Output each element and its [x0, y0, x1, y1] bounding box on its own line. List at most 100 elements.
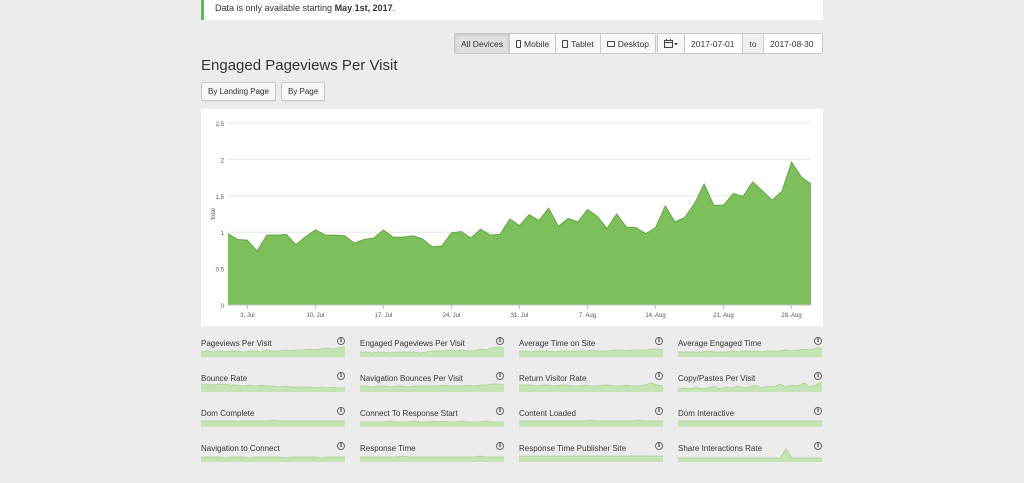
x-tick-label: 7. Aug	[579, 313, 596, 319]
metric-sparkline	[201, 419, 345, 427]
metric-card[interactable]: Engaged Pageviews Per Visit i	[360, 334, 504, 357]
metric-label: Content Loaded	[519, 409, 576, 418]
desktop-button[interactable]: Desktop	[601, 34, 655, 53]
calendar-button[interactable]	[657, 33, 685, 54]
sparkline-area	[519, 456, 663, 462]
sparkline-area	[201, 420, 345, 427]
device-filter-group: All Devices Mobile Tablet Desktop	[454, 33, 656, 54]
metric-card[interactable]: Return Visitor Rate i	[519, 369, 663, 392]
x-tick-label: 24. Jul	[443, 313, 461, 319]
y-tick-label: 2	[221, 158, 225, 164]
by-page-button[interactable]: By Page	[280, 82, 326, 101]
metric-label: Engaged Pageviews Per Visit	[360, 339, 465, 348]
main-chart: 0 0.5 1 1.5 2 2.5 3. Jul 10. Jul 17. Jul 24. Jul 3…	[201, 109, 823, 326]
main-chart-svg: 0 0.5 1 1.5 2 2.5 3. Jul 10. Jul 17. Jul 24. Jul 3…	[211, 122, 812, 319]
info-icon[interactable]: i	[496, 407, 504, 415]
info-icon[interactable]: i	[337, 442, 345, 450]
sparkline-area	[360, 347, 504, 357]
x-tick-label: 31. Jul	[511, 313, 529, 319]
sparkline-area	[678, 449, 822, 462]
info-icon[interactable]: i	[655, 442, 663, 450]
sparkline-line	[519, 382, 663, 387]
metric-card[interactable]: Response Time i	[360, 439, 504, 462]
view-mode-tabs: By Landing Page By Page	[201, 82, 326, 101]
metric-card[interactable]: Navigation Bounces Per Visit i	[360, 369, 504, 392]
metric-label: Connect To Response Start	[360, 409, 458, 418]
sparkline-area	[519, 420, 663, 427]
sparkline-area	[201, 347, 345, 357]
info-icon[interactable]: i	[655, 407, 663, 415]
x-tick-label: 28. Aug	[781, 313, 801, 319]
end-date-input[interactable]: 2017-08-30	[763, 33, 823, 54]
metric-card[interactable]: Pageviews Per Visit i	[201, 334, 345, 357]
page-title: Engaged Pageviews Per Visit	[201, 57, 398, 74]
sparkline-line	[360, 420, 504, 423]
sparkline-line	[201, 383, 345, 389]
metric-card[interactable]: Dom Complete i	[201, 404, 345, 427]
sparkline-area	[201, 384, 345, 392]
metric-label: Navigation to Connect	[201, 444, 280, 453]
mobile-label: Mobile	[524, 38, 550, 49]
x-tick-label: 14. Aug	[645, 313, 665, 319]
info-icon[interactable]: i	[496, 372, 504, 380]
mobile-icon	[516, 39, 522, 48]
sparkline-line	[360, 383, 504, 388]
metric-label: Dom Interactive	[678, 409, 735, 418]
info-icon[interactable]: i	[337, 372, 345, 380]
metric-card[interactable]: Copy/Pastes Per Visit i	[678, 369, 822, 392]
metric-sparkline	[519, 348, 663, 357]
start-date-input[interactable]: 2017-07-01	[685, 33, 743, 54]
tablet-button[interactable]: Tablet	[556, 34, 601, 53]
metric-card[interactable]: Content Loaded i	[519, 404, 663, 427]
metric-label: Pageviews Per Visit	[201, 339, 272, 348]
metric-sparkline	[201, 383, 345, 392]
info-icon[interactable]: i	[814, 337, 822, 345]
metric-sparkline	[678, 420, 822, 427]
metric-label: Dom Complete	[201, 409, 255, 418]
metric-card[interactable]: Navigation to Connect i	[201, 439, 345, 462]
info-icon[interactable]: i	[655, 372, 663, 380]
all-devices-button[interactable]: All Devices	[455, 34, 511, 53]
metric-card[interactable]: Connect To Response Start i	[360, 404, 504, 427]
sparkline-line	[360, 455, 504, 458]
tablet-icon	[562, 39, 569, 48]
y-tick-label: 1.5	[216, 195, 225, 201]
sparkline-area	[360, 456, 504, 462]
sparkline-area	[678, 421, 822, 427]
info-icon[interactable]: i	[814, 372, 822, 380]
y-axis-label: total	[211, 208, 217, 219]
sparkline-line	[678, 381, 822, 390]
metric-card[interactable]: Average Engaged Time i	[678, 334, 822, 357]
metric-card[interactable]: Average Time on Site i	[519, 334, 663, 357]
metric-sparkline	[678, 381, 822, 392]
line-series	[227, 161, 812, 252]
metric-label: Average Time on Site	[519, 339, 596, 348]
date-range-picker: 2017-07-01 to 2017-08-30	[657, 33, 823, 54]
all-devices-label: All Devices	[461, 38, 504, 49]
sparkline-area	[360, 421, 504, 427]
info-icon[interactable]: i	[337, 407, 345, 415]
metric-card[interactable]: Share Interactions Rate i	[678, 439, 822, 462]
area-series	[228, 162, 811, 305]
metric-card[interactable]: Dom Interactive i	[678, 404, 822, 427]
mobile-button[interactable]: Mobile	[510, 34, 557, 53]
info-icon[interactable]: i	[814, 407, 822, 415]
metric-sparkline	[678, 347, 822, 357]
info-icon[interactable]: i	[814, 442, 822, 450]
info-icon[interactable]: i	[496, 442, 504, 450]
info-icon[interactable]: i	[337, 337, 345, 345]
metric-label: Response Time	[360, 444, 416, 453]
metric-card[interactable]: Bounce Rate i	[201, 369, 345, 392]
metric-card[interactable]: Response Time Publisher Site i	[519, 439, 663, 462]
metric-label: Average Engaged Time	[678, 339, 762, 348]
metric-sparkline	[519, 419, 663, 427]
info-icon[interactable]: i	[655, 337, 663, 345]
info-icon[interactable]: i	[496, 337, 504, 345]
metric-sparkline	[360, 383, 504, 392]
notice-text: Data is only available starting	[215, 3, 335, 13]
sparkline-area	[519, 383, 663, 392]
by-landing-page-button[interactable]: By Landing Page	[201, 82, 276, 101]
metrics-grid: Pageviews Per Visit i Engaged Pageviews Pe…	[201, 334, 823, 462]
metric-label: Share Interactions Rate	[678, 444, 763, 453]
x-tick-label: 10. Jul	[307, 313, 325, 319]
